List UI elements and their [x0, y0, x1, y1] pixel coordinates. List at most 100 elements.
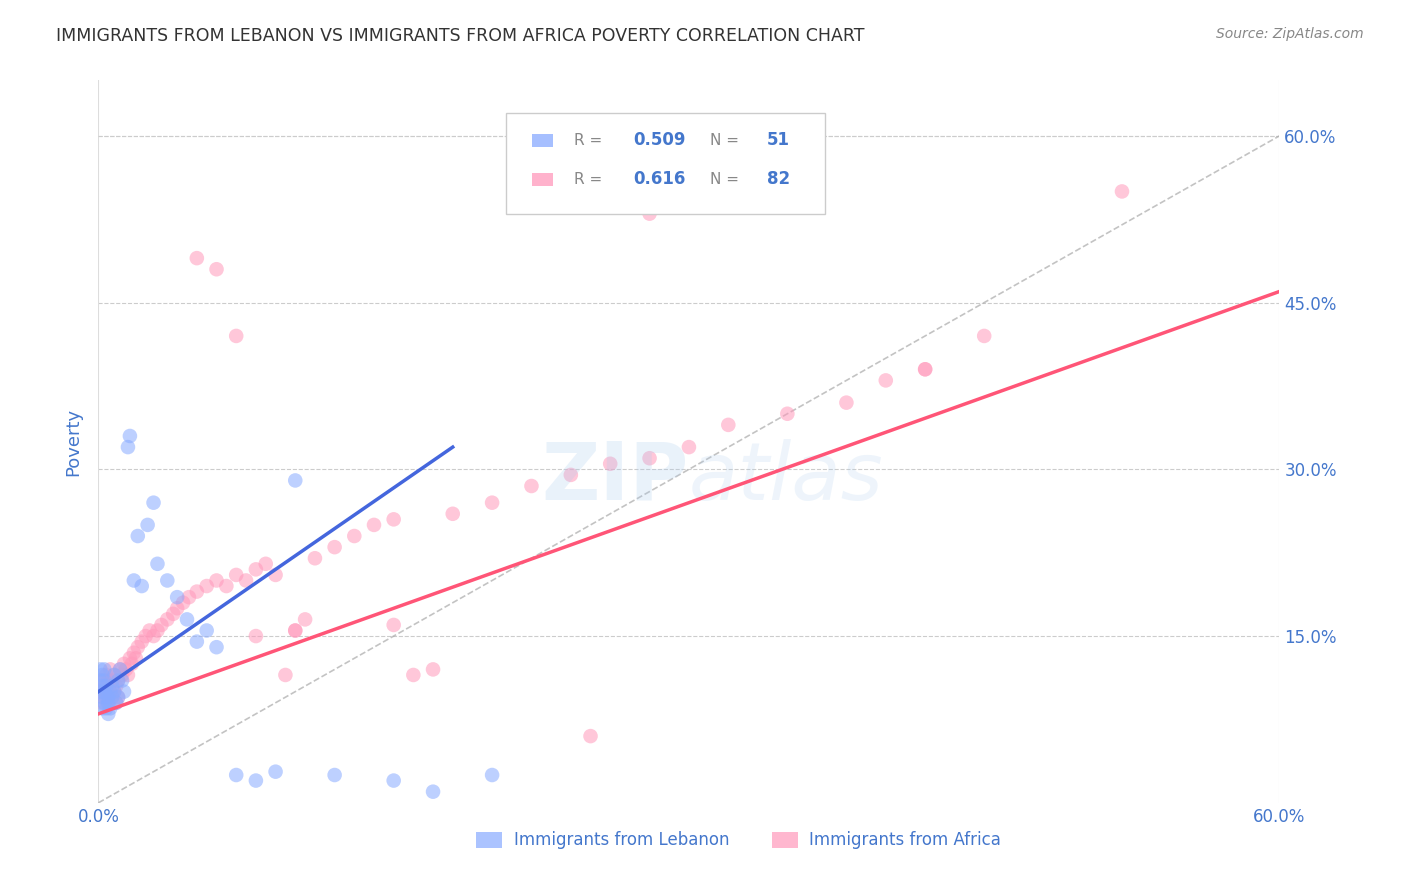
Point [96, 690, 118, 705]
Point [205, 262, 228, 277]
Point [107, 673, 129, 688]
Text: 0.616: 0.616 [634, 170, 686, 188]
Point [98, 684, 121, 698]
Point [875, 373, 897, 387]
Point [91, 696, 114, 710]
Point [98, 701, 121, 715]
Point [122, 574, 145, 588]
Point [481, 496, 503, 510]
Point [215, 579, 238, 593]
Point [245, 629, 267, 643]
Point [973, 329, 995, 343]
Point [96, 684, 118, 698]
Point [103, 684, 125, 698]
Point [177, 590, 200, 604]
Point [101, 690, 124, 705]
Point [98, 684, 121, 698]
Point [107, 690, 129, 705]
Point [162, 607, 184, 621]
Point [107, 673, 129, 688]
Point [363, 517, 385, 532]
Point [245, 773, 267, 788]
Point [225, 329, 247, 343]
Point [97, 696, 120, 710]
Point [146, 557, 169, 571]
Point [225, 768, 247, 782]
Point [441, 507, 464, 521]
Text: R =: R = [575, 172, 607, 186]
Point [284, 624, 307, 638]
Point [118, 429, 141, 443]
Point [112, 684, 135, 698]
Text: R =: R = [575, 133, 607, 148]
Point [560, 467, 582, 482]
Point [89, 684, 111, 698]
Point [914, 362, 936, 376]
Point [121, 657, 143, 671]
Point [98, 662, 121, 676]
Bar [531, 173, 553, 186]
Point [89, 684, 111, 698]
Point [304, 551, 326, 566]
Point [638, 451, 661, 466]
Point [127, 529, 149, 543]
Point [93, 684, 115, 698]
Point [131, 579, 153, 593]
Point [97, 673, 120, 688]
Point [91, 690, 114, 705]
Point [914, 362, 936, 376]
Point [101, 673, 124, 688]
Point [205, 640, 228, 655]
Bar [477, 831, 502, 847]
Point [382, 773, 405, 788]
Point [103, 684, 125, 698]
Text: atlas: atlas [689, 439, 884, 516]
Point [284, 474, 307, 488]
Point [166, 601, 188, 615]
Point [91, 701, 114, 715]
Point [1111, 185, 1133, 199]
Point [108, 662, 131, 676]
Point [235, 574, 257, 588]
Point [117, 668, 139, 682]
Point [89, 673, 111, 688]
Text: 0.509: 0.509 [634, 131, 686, 149]
Point [115, 662, 138, 676]
Text: N =: N = [710, 172, 744, 186]
Point [294, 612, 316, 626]
Point [91, 673, 114, 688]
Text: ZIP: ZIP [541, 439, 689, 516]
Point [135, 629, 157, 643]
Point [125, 651, 148, 665]
Point [195, 579, 218, 593]
Point [254, 557, 277, 571]
Point [323, 540, 346, 554]
Point [93, 696, 115, 710]
Point [142, 496, 165, 510]
Point [422, 662, 444, 676]
Point [323, 768, 346, 782]
Point [93, 679, 115, 693]
Point [402, 668, 425, 682]
Text: Immigrants from Africa: Immigrants from Africa [810, 830, 1001, 848]
Point [264, 764, 287, 779]
Point [245, 562, 267, 576]
Point [579, 729, 602, 743]
Y-axis label: Poverty: Poverty [65, 408, 83, 475]
Point [382, 618, 405, 632]
Point [186, 634, 208, 648]
FancyBboxPatch shape [506, 112, 825, 214]
Point [97, 690, 120, 705]
Point [520, 479, 543, 493]
Bar [772, 831, 797, 847]
Point [105, 679, 128, 693]
Point [776, 407, 799, 421]
Point [156, 574, 179, 588]
Point [264, 568, 287, 582]
Point [142, 629, 165, 643]
Point [225, 568, 247, 582]
Point [166, 590, 188, 604]
Point [195, 624, 218, 638]
Text: Source: ZipAtlas.com: Source: ZipAtlas.com [1216, 27, 1364, 41]
Point [103, 668, 125, 682]
